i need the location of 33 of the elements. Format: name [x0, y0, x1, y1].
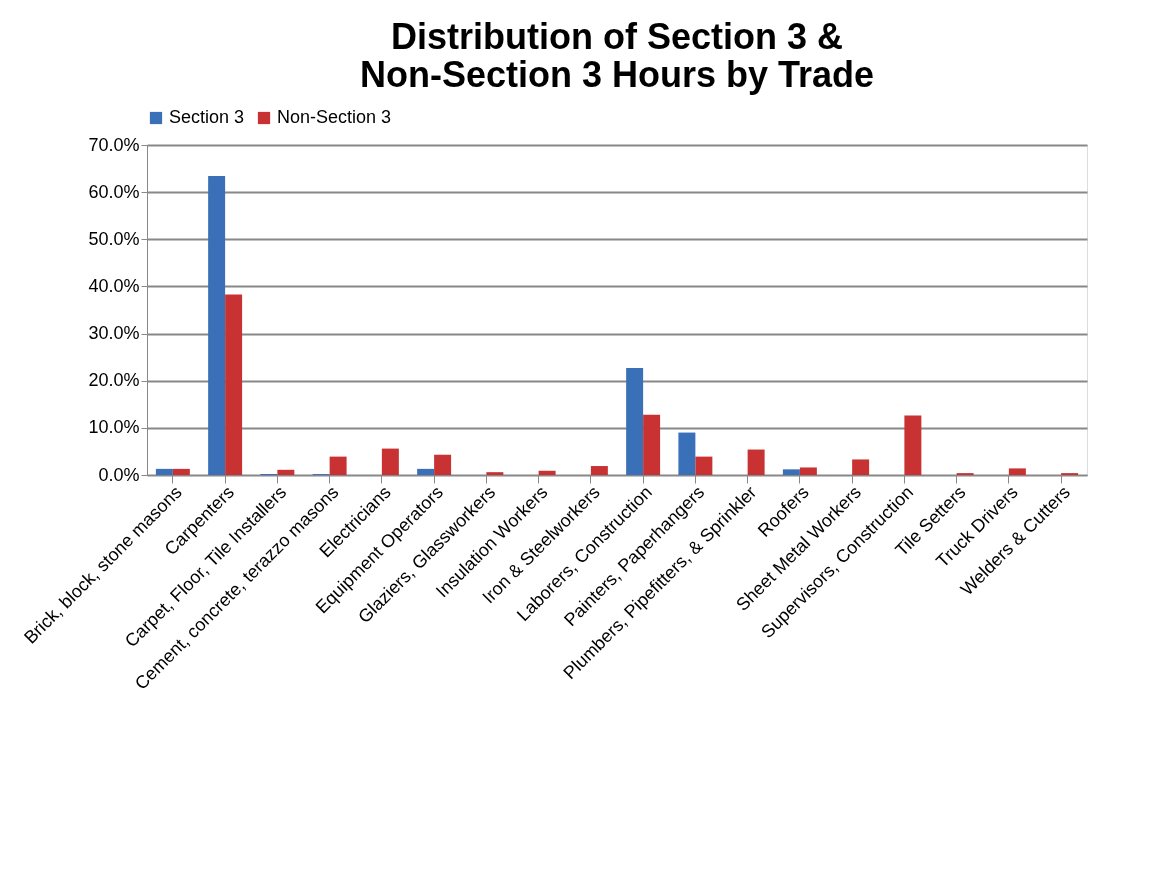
y-tick-label: 50.0%	[88, 228, 140, 249]
bar	[678, 432, 696, 475]
bar	[329, 456, 347, 475]
bar	[172, 468, 190, 475]
bar	[590, 466, 608, 475]
bar	[747, 449, 765, 475]
bar	[782, 469, 800, 475]
y-tick-label: 60.0%	[88, 181, 140, 202]
bar	[486, 472, 504, 475]
bar	[434, 454, 452, 475]
legend-label: Section 3	[169, 107, 245, 127]
bar	[643, 414, 661, 475]
legend-label: Non-Section 3	[277, 107, 392, 127]
bar	[1008, 468, 1026, 475]
y-tick-label: 10.0%	[88, 417, 140, 438]
y-tick-label: 0.0%	[98, 464, 140, 485]
chart-title: Distribution of Section 3 & Non-Section 3 Hours by Trade	[359, 16, 875, 95]
bar	[626, 367, 644, 475]
y-tick-label: 70.0%	[88, 134, 140, 155]
y-tick-label: 20.0%	[88, 370, 140, 391]
bar	[208, 176, 226, 475]
bar	[538, 470, 556, 475]
bar	[799, 467, 817, 475]
bar	[155, 468, 173, 475]
bar	[381, 448, 399, 475]
bar	[695, 456, 713, 475]
bar	[852, 459, 870, 475]
bar	[417, 468, 435, 475]
bar	[225, 294, 243, 475]
y-tick-label: 40.0%	[88, 275, 140, 296]
y-tick-label: 30.0%	[88, 323, 140, 344]
bar	[277, 469, 295, 475]
bar	[904, 415, 922, 475]
